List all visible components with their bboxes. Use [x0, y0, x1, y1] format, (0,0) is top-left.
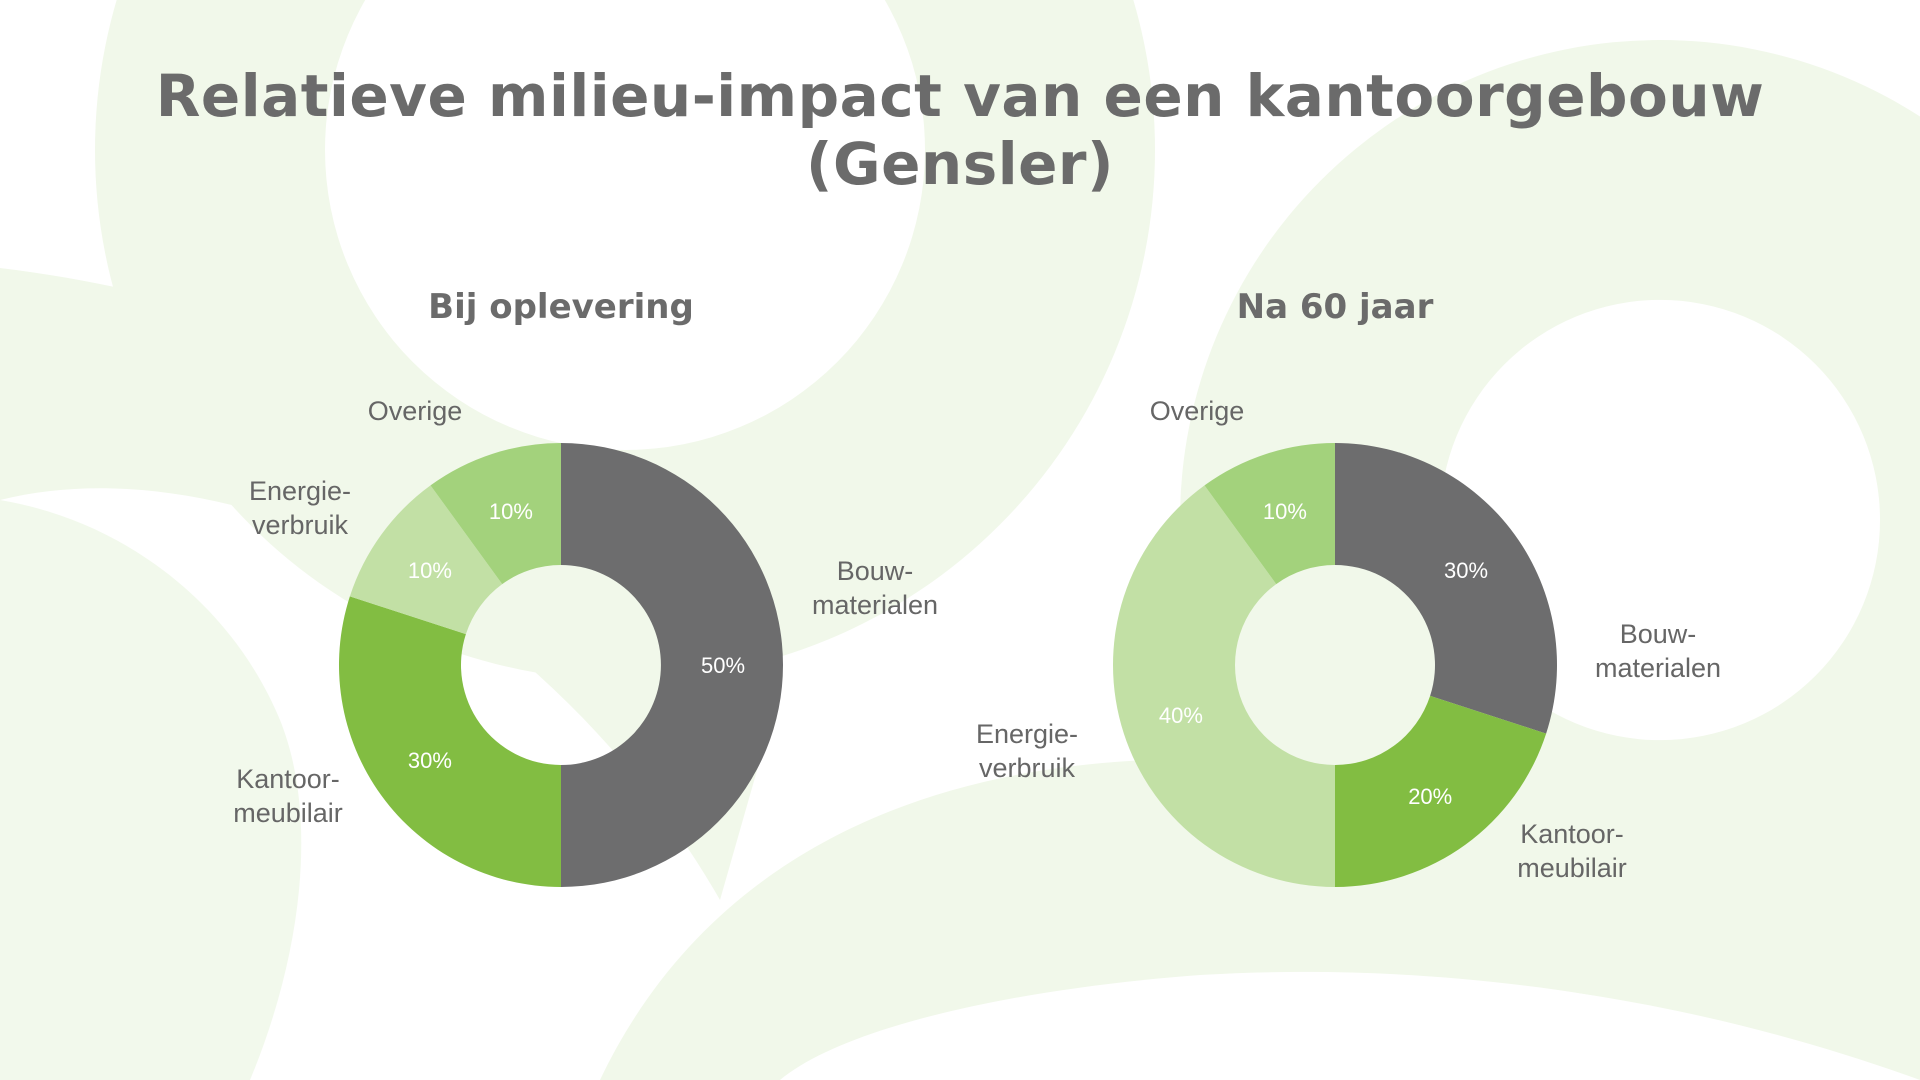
- decor-band-bottom: [600, 759, 1920, 1080]
- slice-category-label: Energie-verbruik: [249, 476, 351, 540]
- slice-value-label: 10%: [408, 558, 452, 583]
- chart-title: Bij oplevering: [428, 287, 694, 327]
- chart-title: Na 60 jaar: [1237, 287, 1434, 327]
- donut-slice: [1335, 443, 1557, 734]
- decor-band-left: [0, 268, 760, 900]
- slice-value-label: 10%: [1263, 499, 1307, 524]
- decor-blob-left: [0, 500, 302, 1080]
- donut-chart-2: Na 60 jaar 30% Bouw-materialen 20% Kantoor-m…: [976, 287, 1721, 887]
- donut-slice: [1335, 695, 1547, 887]
- donut-chart-1: Bij oplevering 50% Bouw-materialen 30% Kanto…: [233, 287, 938, 887]
- donut-slice: [1204, 443, 1335, 585]
- slice-category-label: Kantoor-meubilair: [1517, 819, 1627, 883]
- slice-category-label: Overige: [1150, 396, 1245, 426]
- slice-value-label: 30%: [408, 748, 452, 773]
- decor-ring-right: [1180, 40, 1920, 1000]
- donut-slice: [1113, 485, 1335, 887]
- slice-value-label: 50%: [701, 653, 745, 678]
- donut-slice: [561, 443, 783, 887]
- slice-category-label: Bouw-materialen: [1595, 619, 1721, 683]
- slice-category-label: Energie-verbruik: [976, 719, 1078, 783]
- slice-category-label: Kantoor-meubilair: [233, 764, 343, 828]
- slice-value-label: 40%: [1159, 703, 1203, 728]
- donut-slice: [430, 443, 561, 585]
- slice-value-label: 30%: [1444, 558, 1488, 583]
- donut-slice: [338, 596, 561, 887]
- slice-value-label: 20%: [1408, 784, 1452, 809]
- donut-slice: [349, 485, 503, 635]
- slice-category-label: Bouw-materialen: [812, 556, 938, 620]
- slice-value-label: 10%: [489, 499, 533, 524]
- slice-category-label: Overige: [368, 396, 463, 426]
- page-title: Relatieve milieu-impact van een kantoorg…: [155, 62, 1765, 198]
